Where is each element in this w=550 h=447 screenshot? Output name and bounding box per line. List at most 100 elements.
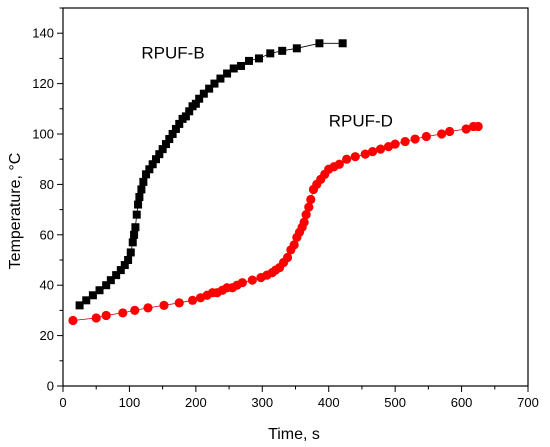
data-point [101,310,111,321]
data-point [171,124,180,133]
data-point [148,160,157,169]
data-point [88,291,97,300]
x-tick-label: 700 [517,395,539,410]
data-point [367,147,378,157]
y-tick-label: 60 [40,227,54,242]
data-point [216,74,225,83]
y-tick-label: 80 [40,177,54,192]
data-point [282,252,293,263]
data-point [145,165,154,174]
data-point [91,313,101,323]
data-point [421,131,431,142]
data-point [139,177,148,186]
data-point [158,145,167,154]
x-axis-title: Time, s [268,426,320,443]
data-point [229,64,238,73]
x-tick-label: 500 [384,395,406,410]
data-point [137,185,146,194]
y-tick-label: 40 [40,278,54,293]
data-point [112,271,121,280]
y-axis-title: Temperature, °C [7,153,24,270]
series-label: RPUF-D [329,111,393,130]
x-tick-label: 0 [59,395,66,410]
data-point [124,256,133,264]
data-point [410,134,420,144]
data-point [174,298,184,308]
data-point [191,99,200,108]
plot-frame [62,7,529,387]
data-point [135,193,144,201]
data-point [360,149,370,159]
data-point [254,54,263,63]
data-point [142,170,151,179]
data-point [68,315,78,326]
series-rpuf-d [68,121,483,326]
data-point [199,89,208,98]
data-point [120,261,129,270]
data-point [445,126,455,137]
data-point [126,248,135,257]
data-point [155,150,164,159]
data-point [223,69,232,78]
x-tick-label: 300 [251,395,273,410]
data-point [130,305,140,315]
data-point [375,144,386,154]
data-point [304,202,314,212]
y-tick-label: 120 [32,76,54,91]
x-tick-label: 400 [318,395,340,410]
data-point [210,79,219,88]
x-tick-label: 100 [119,395,141,410]
data-point [461,124,471,134]
series-rpuf-b [75,39,347,310]
data-point [338,39,347,48]
plot-layer: RPUF-B RPUF-D [68,39,483,326]
data-point [118,308,128,318]
data-point [159,300,169,310]
data-point [131,223,140,232]
data-point [400,136,410,147]
data-point [181,112,190,121]
data-point [306,194,316,205]
data-point [106,276,115,285]
data-point [185,107,194,116]
data-point [237,278,247,288]
data-point [134,200,143,209]
axis-layer: 0 100 200 300 400 500 600 700 0 20 40 60 80 100 120 140 [32,7,539,410]
data-point [152,155,160,164]
data-point [292,44,301,53]
data-point [437,129,447,139]
data-point [334,159,344,169]
data-point [75,301,84,310]
data-point [130,230,139,239]
data-point [168,130,177,138]
data-point [299,217,309,227]
data-point [165,135,174,144]
data-point [132,210,141,219]
y-tick-label: 100 [32,127,54,142]
data-point [95,286,104,295]
data-point [315,39,324,48]
data-point [161,140,170,149]
data-point [175,119,184,128]
data-point [247,275,257,285]
y-tick-label: 140 [32,26,54,41]
data-point [102,281,111,290]
data-point [350,152,360,162]
data-point [195,94,204,103]
y-tick-label: 20 [40,328,54,343]
x-tick-label: 200 [185,395,207,410]
data-point [289,240,299,250]
data-point [301,210,311,220]
x-tick-label: 600 [451,395,473,410]
data-point [237,61,246,70]
data-point [278,46,287,55]
data-point [205,84,214,93]
data-point [473,121,483,132]
data-point [187,295,198,305]
data-point [143,303,153,313]
data-point [342,154,352,164]
data-point [82,296,91,305]
data-point [390,139,400,149]
y-tick-label: 0 [47,379,54,394]
